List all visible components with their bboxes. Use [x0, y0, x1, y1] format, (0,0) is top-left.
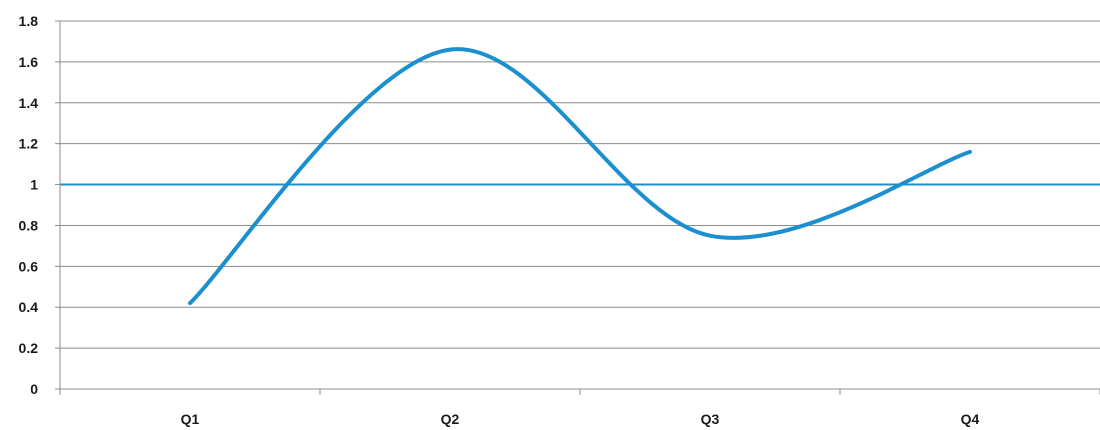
y-tick-label: 0.8 — [19, 217, 39, 233]
x-tick-label: Q1 — [181, 411, 200, 427]
x-tick-label: Q3 — [701, 411, 720, 427]
y-tick-label: 1 — [30, 177, 38, 193]
y-tick-labels: 0 0.2 0.4 0.6 0.8 1 1.2 1.4 1.6 1.8 — [19, 13, 39, 397]
x-tick-label: Q2 — [441, 411, 460, 427]
y-tick-label: 1.6 — [19, 54, 39, 70]
y-tick-label: 0.2 — [19, 340, 39, 356]
y-tick-label: 1.8 — [19, 13, 39, 29]
y-tick-label: 0.6 — [19, 258, 39, 274]
y-tick-label: 1.4 — [19, 95, 39, 111]
y-tick-label: 0.4 — [19, 299, 39, 315]
x-tick-labels: Q1 Q2 Q3 Q4 — [181, 411, 980, 427]
series-line — [188, 47, 972, 306]
y-tick-label: 1.2 — [19, 136, 39, 152]
y-tick-label: 0 — [30, 381, 38, 397]
series-group — [188, 47, 972, 306]
x-tick-label: Q4 — [961, 411, 980, 427]
axes — [55, 20, 1100, 395]
